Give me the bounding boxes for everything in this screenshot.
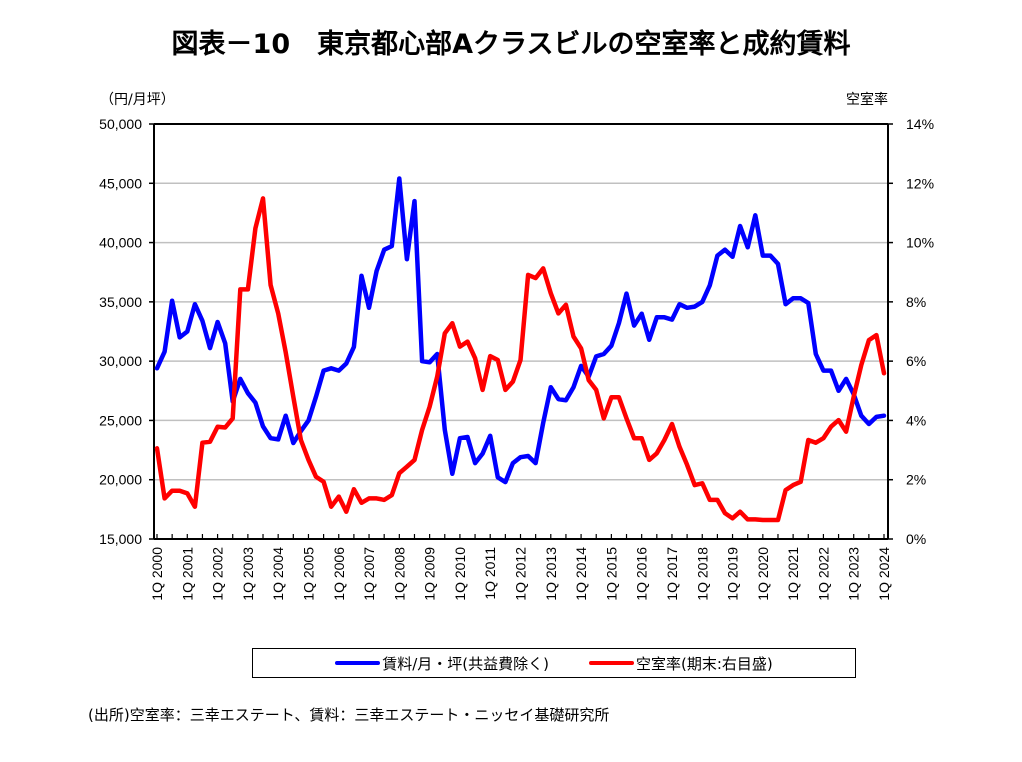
left-tick-label: 20,000	[99, 472, 142, 488]
x-tick-label: 1Q 2023	[846, 547, 862, 601]
legend-swatch-vacancy	[589, 661, 634, 665]
legend: 賃料/月・坪(共益費除く) 空室率(期末:右目盛)	[252, 648, 856, 678]
x-tick-label: 1Q 2007	[361, 547, 377, 601]
left-axis-ticks: 15,000 20,000 25,000 30,000 35,000 40,000 45,0…	[99, 116, 154, 547]
left-tick-label: 40,000	[99, 235, 142, 251]
series-lines	[154, 176, 887, 523]
right-tick-label: 10%	[906, 235, 934, 251]
x-tick-label: 1Q 2001	[179, 547, 195, 601]
left-tick-label: 30,000	[99, 353, 142, 369]
right-tick-label: 2%	[906, 472, 926, 488]
x-tick-label: 1Q 2013	[543, 547, 559, 601]
x-tick-label: 1Q 2004	[270, 547, 286, 601]
x-tick-label: 1Q 2009	[422, 547, 438, 601]
legend-swatch-rent	[335, 661, 381, 665]
x-tick-label: 1Q 2002	[210, 547, 226, 601]
right-tick-label: 4%	[906, 412, 926, 428]
x-tick-label: 1Q 2008	[391, 547, 407, 601]
chart-title: 図表－10 東京都心部Aクラスビルの空室率と成約賃料	[171, 29, 851, 60]
x-tick-label: 1Q 2017	[664, 547, 680, 601]
left-tick-label: 45,000	[99, 175, 142, 191]
x-tick-label: 1Q 2018	[694, 547, 710, 601]
x-tick-label: 1Q 2014	[573, 547, 589, 601]
right-tick-label: 0%	[906, 531, 926, 547]
source-note: (出所)空室率：三幸エステート、賃料：三幸エステート・ニッセイ基礎研究所	[88, 706, 610, 724]
left-tick-label: 15,000	[99, 531, 142, 547]
axes	[153, 123, 889, 540]
series-line-vacancy	[154, 196, 887, 523]
x-tick-label: 1Q 2010	[452, 547, 468, 601]
legend-item-vacancy: 空室率(期末:右目盛)	[589, 653, 773, 674]
x-tick-label: 1Q 2005	[300, 547, 316, 601]
x-tick-label: 1Q 2022	[815, 547, 831, 601]
x-tick-label: 1Q 2003	[240, 547, 256, 601]
right-axis-ticks: 0% 2% 4% 6% 8% 10% 12% 14%	[888, 116, 934, 547]
x-tick-label: 1Q 2015	[603, 547, 619, 601]
right-axis-unit: 空室率	[846, 91, 888, 108]
legend-item-rent: 賃料/月・坪(共益費除く)	[335, 653, 549, 674]
x-tick-label: 1Q 2011	[482, 547, 498, 600]
right-tick-label: 6%	[906, 353, 926, 369]
x-tick-label: 1Q 2024	[876, 547, 892, 601]
x-tick-label: 1Q 2019	[725, 547, 741, 601]
x-tick-label: 1Q 2016	[634, 547, 650, 601]
legend-label-vacancy: 空室率(期末:右目盛)	[636, 654, 773, 673]
right-tick-label: 12%	[906, 175, 934, 191]
left-tick-label: 25,000	[99, 412, 142, 428]
x-tick-label: 1Q 2012	[513, 547, 529, 601]
left-axis-unit: （円/月坪）	[100, 92, 175, 108]
right-tick-label: 8%	[906, 294, 926, 310]
x-axis-ticks: 1Q 2000 1Q 2001 1Q 2002 1Q 2003 1Q 2004 1Q 20…	[149, 534, 892, 601]
x-tick-label: 1Q 2006	[331, 547, 347, 601]
x-tick-label: 1Q 2000	[149, 547, 165, 601]
x-tick-label: 1Q 2020	[755, 547, 771, 601]
right-tick-label: 14%	[906, 116, 934, 132]
left-tick-label: 50,000	[99, 116, 142, 132]
x-tick-label: 1Q 2021	[785, 547, 801, 601]
chart-canvas: 15,000 20,000 25,000 30,000 35,000 40,000 45,0…	[99, 91, 934, 601]
legend-label-rent: 賃料/月・坪(共益費除く)	[382, 654, 549, 673]
left-tick-label: 35,000	[99, 294, 142, 310]
